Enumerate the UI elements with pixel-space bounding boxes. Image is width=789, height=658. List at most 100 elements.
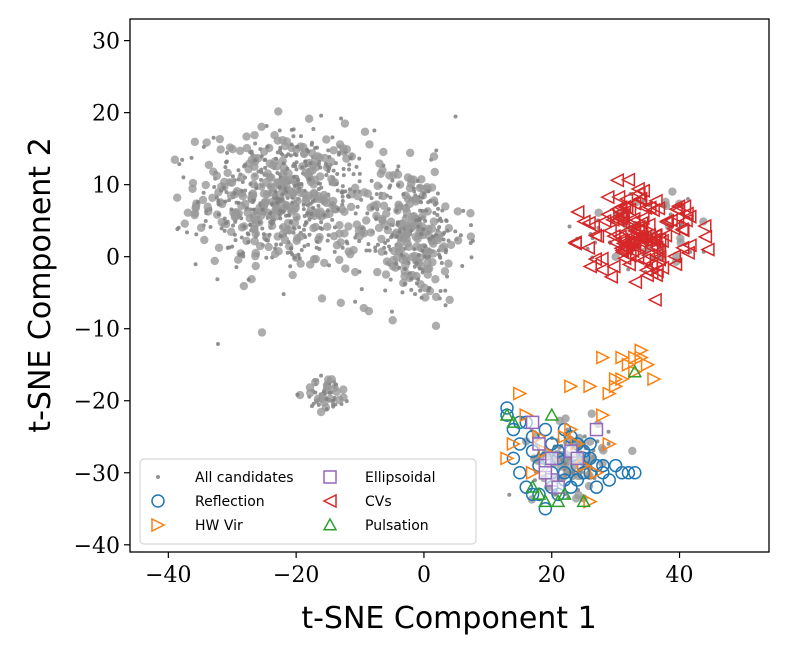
all-candidates-point: [229, 207, 234, 212]
all-candidates-point: [219, 226, 224, 231]
all-candidates-point: [305, 211, 310, 216]
all-candidates-point: [466, 232, 476, 241]
all-candidates-point: [256, 169, 261, 174]
all-candidates-point: [611, 252, 620, 262]
all-candidates-point: [304, 221, 309, 226]
all-candidates-point: [582, 434, 587, 439]
all-candidates-point: [382, 209, 391, 218]
cvs-point: [626, 211, 641, 227]
all-candidates-point: [331, 404, 336, 409]
all-candidates-point: [327, 174, 336, 184]
cvs-point: [609, 173, 625, 188]
all-candidates-point: [366, 228, 376, 237]
all-candidates-point: [257, 328, 267, 337]
all-candidates-point: [298, 134, 303, 139]
all-candidates-point: [274, 196, 279, 201]
all-candidates-point: [401, 203, 411, 213]
all-candidates-point: [237, 173, 246, 182]
all-candidates-point: [339, 385, 348, 394]
cvs-point: [626, 228, 641, 243]
all-candidates-point: [377, 247, 386, 256]
all-candidates-point: [437, 254, 442, 259]
legend-label-all-candidates: All candidates: [195, 470, 294, 486]
all-candidates-point: [423, 264, 432, 274]
cvs-point: [600, 207, 615, 222]
all-candidates-point: [231, 223, 236, 228]
all-candidates-point: [270, 131, 279, 140]
cvs-point: [682, 209, 697, 224]
all-candidates-point: [397, 229, 402, 234]
all-candidates-point: [419, 295, 424, 300]
all-candidates-point: [236, 168, 241, 173]
all-candidates-point: [423, 244, 428, 249]
all-candidates-point: [222, 216, 227, 221]
all-candidates-point: [306, 388, 315, 398]
all-candidates-point: [300, 165, 305, 170]
all-candidates-point: [411, 186, 416, 191]
x-axis-label: t-SNE Component 1: [301, 601, 596, 636]
all-candidates-point: [314, 145, 319, 150]
cvs-point: [645, 202, 660, 218]
all-candidates-point: [419, 231, 424, 236]
all-candidates-point: [427, 224, 437, 233]
all-candidates-point: [400, 290, 405, 295]
all-candidates-point: [296, 232, 305, 241]
all-candidates-point: [250, 237, 259, 246]
all-candidates-point: [434, 148, 439, 153]
all-candidates-point: [320, 258, 329, 268]
all-candidates-point: [412, 264, 417, 269]
all-candidates-point: [327, 263, 332, 268]
all-candidates-point: [420, 248, 425, 253]
all-candidates-point: [423, 218, 428, 223]
all-candidates-point: [273, 246, 278, 251]
all-candidates-point: [438, 288, 443, 293]
cvs-point: [570, 204, 585, 220]
all-candidates-point: [345, 193, 350, 198]
all-candidates-point: [315, 232, 324, 242]
all-candidates-point: [388, 195, 393, 200]
all-candidates-point: [365, 211, 370, 216]
all-candidates-point: [216, 145, 225, 154]
cvs-point: [610, 189, 626, 205]
all-candidates-point: [239, 281, 249, 291]
all-candidates-point: [412, 247, 417, 252]
all-candidates-point: [460, 264, 465, 269]
all-candidates-point: [188, 178, 198, 188]
all-candidates-point: [346, 249, 355, 259]
all-candidates-point: [317, 294, 327, 303]
all-candidates-point: [260, 199, 269, 209]
cvs-point: [697, 218, 712, 234]
hw-vir-point: [640, 357, 656, 372]
hw-vir-point: [615, 350, 630, 365]
hw-vir-point: [596, 407, 611, 423]
all-candidates-point: [264, 238, 269, 243]
all-candidates-point: [628, 446, 637, 456]
all-candidates-point: [173, 193, 182, 202]
all-candidates-point: [224, 190, 229, 195]
y-tick-label: −10: [74, 318, 120, 343]
all-candidates-point: [223, 199, 228, 204]
all-candidates-point: [316, 203, 321, 208]
cvs-point: [615, 207, 630, 223]
pulsation-point: [627, 364, 643, 378]
all-candidates-point: [403, 173, 413, 182]
all-candidates-point: [195, 200, 200, 205]
all-candidates-point: [275, 150, 280, 155]
all-candidates-point: [329, 196, 338, 206]
cvs-point: [635, 183, 651, 198]
all-candidates-point: [355, 204, 360, 209]
all-candidates-point: [251, 251, 260, 261]
all-candidates-point: [261, 232, 266, 237]
hw-vir-point: [647, 371, 662, 387]
legend-marker-all-candidates: [156, 475, 160, 479]
x-tick-label: −40: [145, 563, 191, 588]
all-candidates-point: [251, 198, 256, 203]
all-candidates-point: [305, 167, 314, 176]
all-candidates-point: [335, 140, 345, 149]
reflection-point: [602, 473, 616, 487]
all-candidates-point: [249, 149, 254, 154]
pulsation-point: [538, 494, 553, 508]
all-candidates-point: [224, 221, 229, 226]
all-candidates-point: [299, 247, 304, 252]
